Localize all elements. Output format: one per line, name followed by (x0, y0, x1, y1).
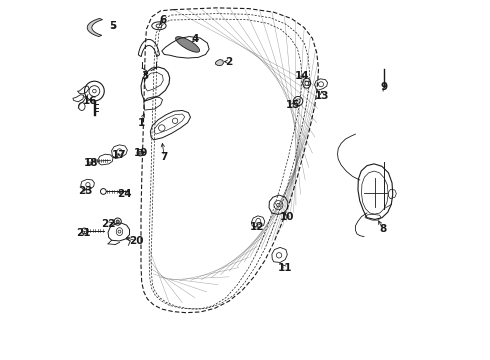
Polygon shape (87, 18, 102, 36)
Text: 8: 8 (379, 225, 387, 234)
Text: 14: 14 (295, 71, 310, 81)
Text: 15: 15 (286, 100, 300, 110)
Text: 12: 12 (249, 222, 264, 232)
Text: 2: 2 (225, 57, 232, 67)
Text: 22: 22 (101, 219, 116, 229)
Text: 3: 3 (141, 71, 148, 81)
Text: 9: 9 (381, 82, 388, 93)
Text: 11: 11 (278, 263, 293, 273)
Text: 20: 20 (129, 236, 144, 246)
Text: 7: 7 (161, 152, 168, 162)
Text: 21: 21 (75, 228, 90, 238)
Text: 16: 16 (83, 96, 98, 106)
Polygon shape (216, 59, 223, 66)
Ellipse shape (139, 151, 142, 154)
Text: 1: 1 (137, 118, 145, 128)
Text: 10: 10 (280, 212, 294, 221)
Text: 13: 13 (315, 91, 329, 101)
Text: 18: 18 (84, 158, 98, 168)
Text: 5: 5 (109, 21, 116, 31)
Text: 19: 19 (134, 148, 148, 158)
Text: 4: 4 (191, 35, 198, 44)
Polygon shape (175, 37, 199, 52)
Text: 6: 6 (159, 15, 166, 26)
Text: 17: 17 (111, 150, 126, 160)
Text: 24: 24 (118, 189, 132, 199)
Ellipse shape (116, 220, 119, 223)
Text: 23: 23 (78, 186, 93, 197)
